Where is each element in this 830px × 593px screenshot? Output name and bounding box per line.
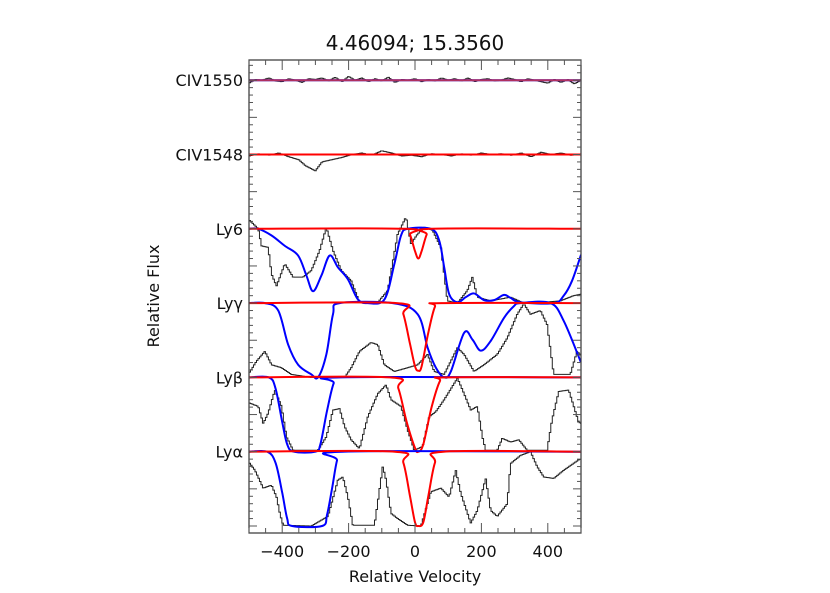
blue-model-line bbox=[249, 375, 581, 454]
x-tick-label: −200 bbox=[327, 542, 371, 561]
panel-labels: CIV1550 CIV1548 Ly6 Lyγ Lyβ Lyα bbox=[175, 71, 243, 462]
spectrum-Ly-data bbox=[249, 451, 581, 527]
panel-label: Lyβ bbox=[216, 368, 243, 387]
red-model-line bbox=[249, 227, 581, 260]
x-axis-label: Relative Velocity bbox=[349, 567, 481, 586]
panel-label: Lyα bbox=[216, 443, 243, 462]
red-model-line bbox=[249, 375, 581, 454]
panel-label: Ly6 bbox=[216, 220, 243, 239]
spectrum-Ly-data bbox=[249, 304, 581, 378]
plot-marks bbox=[249, 76, 581, 529]
panel-label: CIV1548 bbox=[175, 146, 243, 165]
plot-frame bbox=[248, 59, 582, 534]
panel-label: CIV1550 bbox=[175, 71, 243, 90]
x-tick-label: −400 bbox=[260, 542, 304, 561]
x-tick-label: 400 bbox=[533, 542, 564, 561]
x-tick-label: 200 bbox=[466, 542, 497, 561]
blue-model-line bbox=[249, 449, 581, 529]
spectrum-Ly-data bbox=[249, 377, 581, 451]
blue-model-line bbox=[249, 300, 581, 380]
x-tick-label: 0 bbox=[410, 542, 420, 561]
panel-label: Lyγ bbox=[217, 294, 243, 313]
y-axis-label: Relative Flux bbox=[144, 245, 163, 348]
red-model-line bbox=[249, 449, 581, 528]
red-model-line bbox=[249, 301, 581, 372]
chart-title: 4.46094; 15.3560 bbox=[326, 31, 505, 55]
axis-ticks: −400 −200 0 200 400 bbox=[248, 60, 582, 561]
